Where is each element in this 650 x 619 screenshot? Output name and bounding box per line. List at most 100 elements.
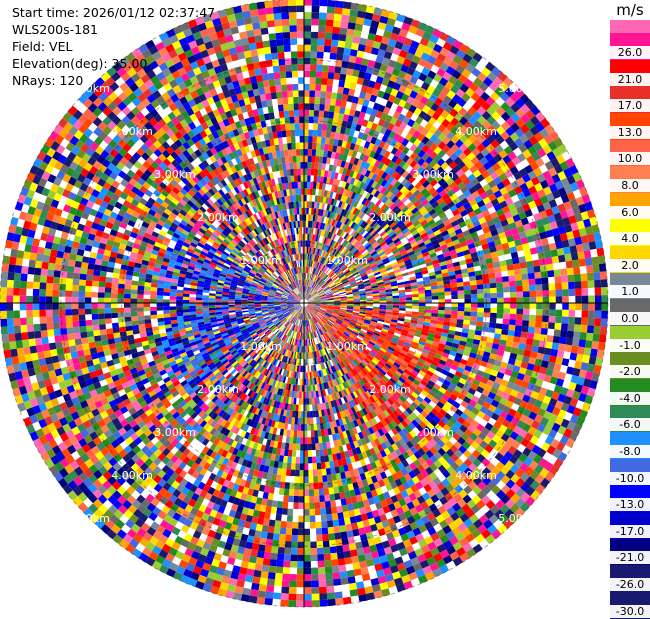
- velocity-gate: [425, 306, 432, 310]
- velocity-gate: [189, 294, 196, 297]
- velocity-gate: [380, 305, 387, 307]
- velocity-gate: [425, 296, 432, 300]
- velocity-gate: [315, 437, 319, 444]
- velocity-gate: [183, 294, 190, 298]
- velocity-gate: [189, 297, 196, 300]
- velocity-gate: [164, 314, 171, 318]
- velocity-gate: [438, 314, 445, 318]
- velocity-gate: [294, 175, 298, 182]
- velocity-gate: [307, 418, 310, 425]
- velocity-gate: [425, 293, 432, 297]
- velocity-gate: [235, 299, 242, 301]
- velocity-gate: [309, 392, 312, 399]
- velocity-gate: [393, 308, 400, 311]
- velocity-gate: [306, 214, 308, 221]
- velocity-gate: [425, 309, 432, 313]
- velocity-gate: [297, 169, 301, 176]
- velocity-gate: [431, 313, 438, 317]
- velocity-gate: [163, 296, 170, 300]
- velocity-gate: [209, 308, 216, 311]
- velocity-gate: [311, 162, 315, 169]
- velocity-gate: [196, 306, 203, 309]
- velocity-gate: [399, 298, 406, 301]
- velocity-gate: [296, 201, 299, 208]
- velocity-gate: [307, 201, 310, 208]
- velocity-gate: [290, 430, 294, 437]
- velocity-gate: [406, 295, 413, 298]
- velocity-gate: [297, 175, 301, 182]
- velocity-gate: [300, 366, 302, 373]
- velocity-gate: [432, 293, 439, 297]
- velocity-gate: [419, 294, 426, 298]
- velocity-gate: [304, 437, 308, 444]
- velocity-gate: [235, 305, 242, 307]
- velocity-gate: [298, 405, 301, 412]
- velocity-gate: [307, 188, 310, 195]
- velocity-gate: [297, 424, 301, 431]
- velocity-gate: [170, 303, 177, 307]
- velocity-gate: [300, 379, 302, 386]
- velocity-gate: [308, 437, 312, 444]
- velocity-gate: [367, 305, 374, 307]
- velocity-gate: [310, 188, 313, 195]
- velocity-gate: [315, 163, 319, 170]
- velocity-gate: [294, 169, 298, 176]
- velocity-gate: [183, 297, 190, 300]
- velocity-gate: [290, 169, 294, 176]
- velocity-gate: [310, 418, 314, 425]
- velocity-gate: [393, 296, 400, 299]
- velocity-gate: [289, 437, 293, 444]
- velocity-gate: [419, 306, 426, 309]
- velocity-gate: [301, 169, 305, 176]
- velocity-gate: [299, 385, 301, 392]
- velocity-gate: [297, 431, 301, 438]
- velocity-gate: [306, 366, 308, 373]
- velocity-gate: [222, 299, 229, 301]
- velocity-gate: [307, 411, 310, 418]
- velocity-gate: [295, 182, 299, 189]
- velocity-gate: [295, 188, 298, 195]
- velocity-gate: [307, 175, 311, 182]
- velocity-gate: [202, 306, 209, 309]
- velocity-gate: [419, 297, 426, 300]
- velocity-gate: [306, 234, 308, 241]
- velocity-gate: [307, 169, 311, 176]
- velocity-gate: [163, 299, 170, 303]
- velocity-gate: [298, 418, 301, 425]
- velocity-gate: [222, 305, 229, 307]
- velocity-gate: [196, 297, 203, 300]
- velocity-gate: [399, 308, 406, 311]
- velocity-gate: [297, 437, 301, 444]
- velocity-gate: [311, 437, 315, 444]
- velocity-gate: [419, 309, 426, 313]
- velocity-gate: [438, 299, 445, 303]
- velocity-gate: [294, 424, 298, 431]
- velocity-gate: [412, 297, 419, 300]
- velocity-gate: [431, 289, 438, 293]
- velocity-gate: [438, 310, 445, 314]
- velocity-gate: [309, 201, 312, 208]
- velocity-gate: [202, 295, 209, 298]
- velocity-gate: [314, 169, 318, 176]
- velocity-gate: [189, 306, 196, 309]
- velocity-gate: [196, 295, 203, 298]
- velocity-gate: [299, 392, 302, 399]
- velocity-gate: [304, 162, 308, 169]
- velocity-gate: [432, 310, 439, 314]
- velocity-gate: [296, 195, 299, 202]
- velocity-gate: [307, 195, 310, 202]
- velocity-gate: [163, 310, 170, 314]
- velocity-gate: [170, 289, 177, 293]
- velocity-gate: [298, 411, 301, 418]
- velocity-gate: [298, 182, 301, 189]
- velocity-gate: [299, 201, 302, 208]
- velocity-gate: [300, 437, 304, 444]
- velocity-gate: [306, 392, 309, 399]
- velocity-gate: [196, 308, 203, 311]
- velocity-gate: [176, 306, 183, 310]
- velocity-gate: [314, 430, 318, 437]
- velocity-gate: [399, 306, 406, 309]
- velocity-gate: [299, 214, 301, 221]
- velocity-gate: [293, 437, 297, 444]
- velocity-gate: [412, 294, 419, 297]
